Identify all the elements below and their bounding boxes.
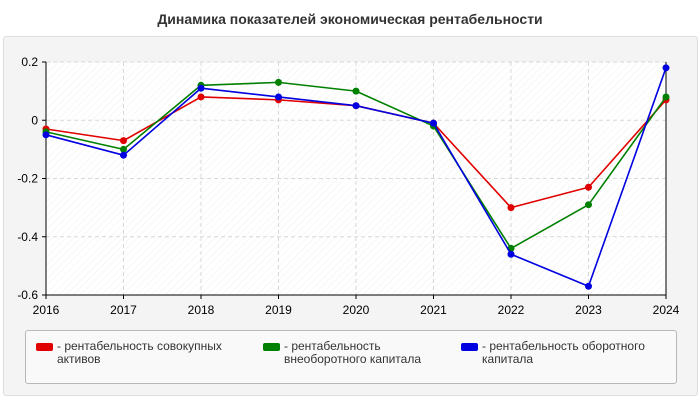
data-point-working-capital[interactable] — [42, 131, 50, 139]
data-point-working-capital[interactable] — [197, 84, 205, 92]
legend-label-working-capital: - рентабельность оборотного капитала — [482, 339, 645, 366]
data-point-working-capital[interactable] — [275, 93, 282, 101]
legend-swatch-assets — [36, 343, 53, 351]
data-point-working-capital[interactable] — [430, 119, 437, 127]
legend-swatch-working-capital — [461, 343, 478, 351]
x-tick-label: 2024 — [653, 303, 680, 317]
x-tick-label: 2022 — [498, 303, 525, 317]
data-point-fixed-capital[interactable] — [275, 78, 282, 86]
legend-label-assets: - рентабельность совокупных активов — [57, 339, 222, 366]
x-tick-label: 2021 — [420, 303, 447, 317]
x-tick-label: 2016 — [33, 303, 60, 317]
data-point-working-capital[interactable] — [585, 282, 592, 290]
legend-label-fixed-capital: - рентабельность внеоборотного капитала — [284, 339, 421, 366]
series-lines — [42, 64, 670, 290]
data-point-working-capital[interactable] — [507, 250, 515, 258]
data-point-fixed-capital[interactable] — [585, 201, 592, 209]
legend-item-assets[interactable]: - рентабельность совокупных активов — [36, 340, 241, 366]
legend: - рентабельность совокупных активов - ре… — [25, 330, 677, 384]
chart-title: Динамика показателей экономическая рента… — [157, 11, 543, 27]
data-point-working-capital[interactable] — [662, 64, 670, 72]
data-point-working-capital[interactable] — [120, 151, 127, 159]
y-tick-label: -0.6 — [17, 288, 38, 302]
data-point-fixed-capital[interactable] — [120, 145, 127, 153]
data-point-fixed-capital[interactable] — [352, 87, 360, 95]
data-point-assets[interactable] — [197, 93, 205, 101]
x-tick-label: 2019 — [265, 303, 292, 317]
x-tick-label: 2023 — [575, 303, 602, 317]
y-tick-label: -0.4 — [17, 230, 38, 244]
y-tick-label: 0 — [31, 113, 38, 127]
x-tick-label: 2018 — [188, 303, 215, 317]
data-point-assets[interactable] — [120, 137, 127, 145]
y-tick-label: -0.2 — [17, 172, 38, 186]
data-point-fixed-capital[interactable] — [662, 93, 670, 101]
x-tick-label: 2020 — [343, 303, 370, 317]
legend-item-working-capital[interactable]: - рентабельность оборотного капитала — [461, 340, 666, 366]
x-tick-label: 2017 — [110, 303, 137, 317]
data-point-assets[interactable] — [507, 204, 515, 212]
y-tick-label: 0.2 — [21, 55, 38, 69]
legend-swatch-fixed-capital — [263, 343, 280, 351]
data-point-working-capital[interactable] — [352, 102, 360, 110]
data-point-assets[interactable] — [585, 183, 592, 191]
legend-item-fixed-capital[interactable]: - рентабельность внеоборотного капитала — [263, 340, 448, 366]
